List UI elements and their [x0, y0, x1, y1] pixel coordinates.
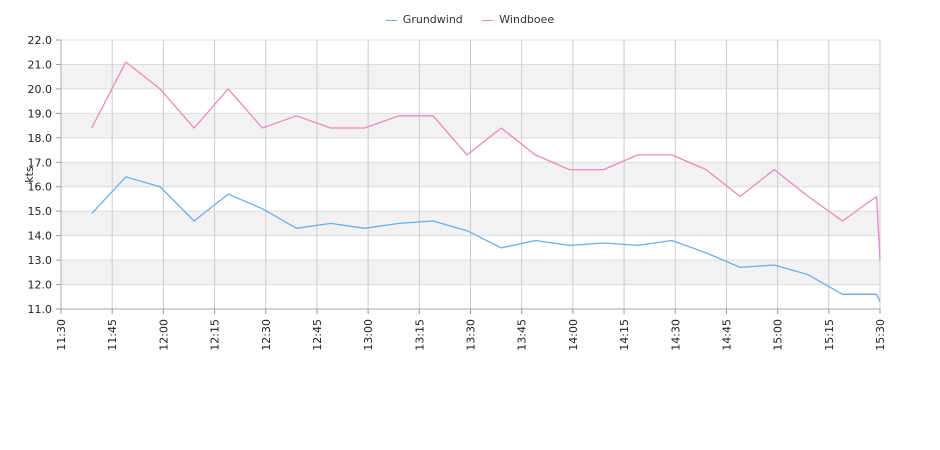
y-axis-ticks: 11.0 12.0 13.0 14.0 15.0 16.0 17.0 18.0 19.0 20.0…	[28, 34, 62, 316]
series-line-grundwind[interactable]	[91, 176, 881, 302]
x-tick-label: 13:15	[413, 319, 426, 351]
vertical-gridlines	[60, 40, 881, 309]
y-tick-label: 19.0	[28, 107, 53, 120]
y-tick-label: 20.0	[28, 83, 53, 96]
y-tick-label: 17.0	[28, 156, 53, 169]
x-tick-label: 15:15	[823, 319, 836, 351]
y-tick-label: 14.0	[28, 230, 53, 243]
x-tick-label: 15:00	[772, 319, 785, 351]
x-tick-label: 12:00	[157, 319, 170, 351]
x-tick-label: 13:00	[362, 319, 375, 351]
y-tick-label: 18.0	[28, 132, 53, 145]
legend-swatch-grundwind	[385, 19, 397, 21]
legend-item-grundwind[interactable]: Grundwind	[385, 13, 463, 26]
y-tick-label: 21.0	[28, 58, 53, 71]
y-tick-label: 13.0	[28, 254, 53, 267]
legend-label-grundwind: Grundwind	[402, 13, 463, 26]
x-tick-label: 11:45	[106, 319, 119, 351]
legend: Grundwind Windboee	[0, 13, 940, 26]
x-axis-ticks: 11:30 11:45 12:00 12:15 12:30 12:45 13:00 13:15…	[55, 308, 887, 351]
x-tick-label: 12:15	[209, 319, 222, 351]
y-tick-label: 11.0	[28, 303, 53, 316]
x-tick-label: 12:45	[311, 319, 324, 351]
x-tick-label: 14:45	[720, 319, 733, 351]
y-tick-label: 16.0	[28, 181, 53, 194]
x-tick-label: 14:00	[567, 319, 580, 351]
legend-swatch-windboee	[482, 19, 494, 21]
y-tick-label: 15.0	[28, 205, 53, 218]
legend-item-windboee[interactable]: Windboee	[482, 13, 554, 26]
x-tick-label: 13:45	[516, 319, 529, 351]
y-axis-title: kts	[23, 166, 36, 183]
y-tick-label: 12.0	[28, 279, 53, 292]
x-tick-label: 11:30	[55, 319, 68, 351]
legend-label-windboee: Windboee	[499, 13, 555, 26]
x-tick-label: 13:30	[465, 319, 478, 351]
x-tick-label: 15:30	[874, 319, 887, 351]
x-tick-label: 14:15	[618, 319, 631, 351]
x-tick-label: 12:30	[260, 319, 273, 351]
series-line-windboee[interactable]	[91, 61, 881, 261]
series-lines	[91, 61, 881, 302]
x-tick-label: 14:30	[669, 319, 682, 351]
y-tick-label: 22.0	[28, 34, 53, 47]
